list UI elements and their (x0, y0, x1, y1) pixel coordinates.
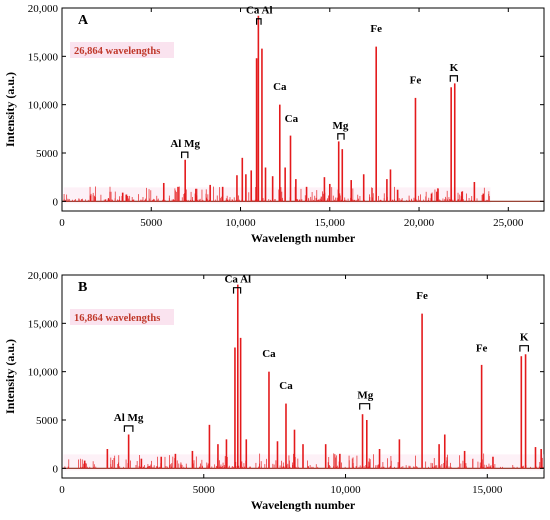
x-tick-label: 5000 (193, 484, 216, 496)
peak-bracket (255, 18, 262, 25)
x-tick-label: 20,000 (404, 217, 435, 229)
element-label: Al Mg (114, 412, 144, 424)
element-label: Mg (333, 120, 349, 132)
y-tick-label: 0 (53, 463, 59, 475)
panel-a: 0 5000 10,000 15,000 20,000 0 5000 10,000 15,000… (3, 3, 545, 245)
panel-letter: B (78, 280, 87, 295)
element-label: Ca (279, 380, 293, 392)
y-tick-label: 5000 (36, 148, 59, 160)
y-tick-label: 5000 (36, 415, 59, 427)
y-tick-label: 15,000 (28, 51, 59, 63)
x-tick-label: 10,000 (330, 484, 361, 496)
peak-bracket (359, 403, 371, 410)
peak-bracket (232, 287, 242, 294)
wavelength-annotation: 16,864 wavelengths (74, 313, 160, 324)
x-tick-label: 0 (59, 484, 65, 496)
x-tick-label: 5000 (140, 217, 163, 229)
element-label: Ca Al (224, 274, 251, 286)
y-tick-label: 20,000 (28, 3, 59, 15)
element-label: Al Mg (170, 138, 200, 150)
element-label: Ca (285, 113, 299, 125)
y-axis-title: Intensity (a.u.) (3, 339, 17, 414)
x-tick-label: 0 (59, 217, 65, 229)
y-axis-title: Intensity (a.u.) (3, 72, 17, 147)
element-label: Mg (357, 390, 373, 402)
wavelength-annotation: 26,864 wavelengths (74, 46, 160, 57)
peak-bracket (337, 133, 345, 140)
x-tick-label: 10,000 (225, 217, 256, 229)
annotation-highlight (70, 42, 174, 58)
peaks (89, 15, 485, 202)
x-axis-title: Wavelength number (251, 498, 356, 512)
element-label: Fe (370, 23, 382, 35)
plot-frame (61, 7, 545, 212)
element-label: Ca (273, 81, 287, 93)
element-label: K (450, 62, 459, 74)
peak-bracket (519, 345, 530, 352)
element-label: K (520, 332, 529, 344)
element-label: Ca Al (246, 5, 273, 17)
element-label: Ca (262, 348, 276, 360)
element-label: Fe (410, 74, 422, 86)
y-tick-label: 10,000 (28, 367, 59, 379)
plot-frame (61, 274, 545, 479)
y-tick-label: 0 (53, 196, 59, 208)
x-tick-label: 15,000 (315, 217, 346, 229)
element-label: Fe (476, 342, 488, 354)
panel-letter: A (78, 13, 89, 28)
x-tick-label: 15,000 (472, 484, 503, 496)
element-label: Fe (416, 290, 428, 302)
y-tick-label: 15,000 (28, 318, 59, 330)
peak-bracket (123, 425, 134, 432)
peaks (83, 284, 542, 469)
peak-bracket (181, 151, 189, 159)
x-tick-label: 25,000 (493, 217, 524, 229)
panel-b: 0 5000 10,000 15,000 20,000 0 5000 10,000 15,000… (3, 270, 545, 512)
y-tick-label: 20,000 (28, 270, 59, 282)
peak-bracket (449, 75, 459, 82)
y-tick-label: 10,000 (28, 100, 59, 112)
annotation-highlight (70, 309, 174, 325)
x-axis-title: Wavelength number (251, 231, 356, 245)
